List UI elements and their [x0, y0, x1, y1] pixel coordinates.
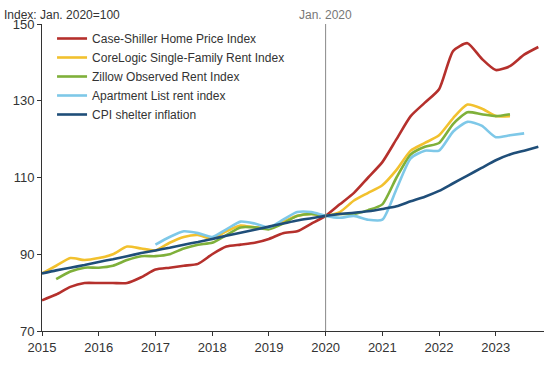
svg-text:2015: 2015: [28, 340, 57, 355]
svg-text:90: 90: [20, 247, 34, 262]
svg-text:Index: Jan. 2020=100: Index: Jan. 2020=100: [4, 8, 120, 22]
svg-text:2020: 2020: [311, 340, 340, 355]
svg-text:CoreLogic Single-Family Rent I: CoreLogic Single-Family Rent Index: [92, 51, 284, 65]
svg-text:2017: 2017: [141, 340, 170, 355]
svg-text:2016: 2016: [84, 340, 113, 355]
svg-text:Case-Shiller Home Price Index: Case-Shiller Home Price Index: [92, 32, 256, 46]
svg-text:2018: 2018: [198, 340, 227, 355]
svg-text:130: 130: [13, 93, 35, 108]
svg-text:2022: 2022: [425, 340, 454, 355]
svg-text:Apartment List rent index: Apartment List rent index: [92, 89, 225, 103]
svg-text:CPI shelter inflation: CPI shelter inflation: [92, 108, 196, 122]
svg-text:Jan. 2020: Jan. 2020: [299, 8, 352, 22]
svg-text:Zillow Observed Rent Index: Zillow Observed Rent Index: [92, 70, 239, 84]
svg-text:2023: 2023: [481, 340, 510, 355]
svg-text:150: 150: [13, 17, 35, 32]
svg-text:2019: 2019: [254, 340, 283, 355]
svg-text:2021: 2021: [368, 340, 397, 355]
svg-text:110: 110: [14, 170, 35, 185]
svg-text:70: 70: [20, 324, 34, 339]
